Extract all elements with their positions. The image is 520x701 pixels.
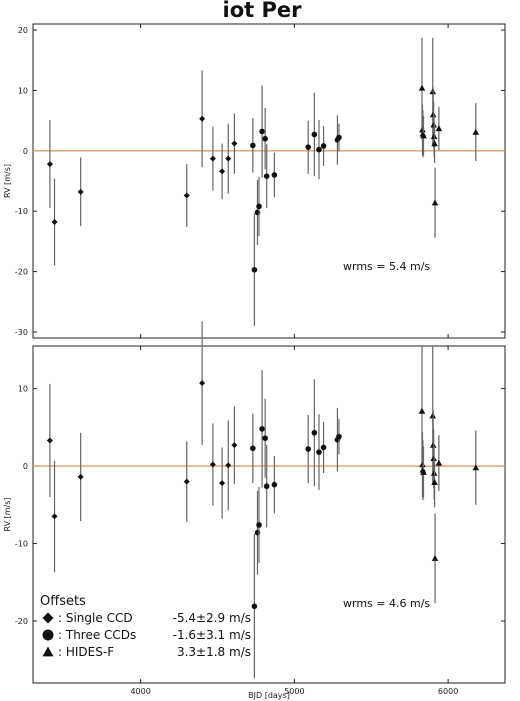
series-triangle bbox=[418, 37, 480, 238]
data-point-diamond bbox=[46, 437, 53, 444]
data-point-diamond bbox=[199, 115, 206, 122]
x-tick-label: 6000 bbox=[438, 687, 458, 696]
y-tick-label: -30 bbox=[15, 328, 28, 337]
data-point-triangle bbox=[431, 199, 439, 206]
data-point-circle bbox=[263, 483, 270, 490]
data-point-diamond bbox=[46, 161, 53, 168]
data-point-circle bbox=[311, 131, 318, 138]
y-tick-label: -20 bbox=[15, 617, 28, 626]
data-point-diamond bbox=[231, 442, 238, 449]
x-axis-label: BJD [days] bbox=[248, 691, 290, 700]
data-point-diamond bbox=[77, 188, 84, 195]
legend-label: : HIDES-F bbox=[58, 645, 114, 659]
series-diamond bbox=[46, 321, 238, 573]
data-point-circle bbox=[311, 429, 318, 436]
data-point-circle bbox=[251, 266, 258, 273]
data-point-diamond bbox=[225, 462, 232, 469]
data-point-circle bbox=[271, 481, 278, 488]
legend-label: : Single CCD bbox=[58, 611, 133, 625]
data-point-triangle bbox=[472, 464, 480, 471]
data-point-circle bbox=[271, 172, 278, 178]
legend-marker-triangle bbox=[42, 646, 54, 657]
data-point-triangle bbox=[420, 468, 427, 475]
data-point-circle bbox=[305, 446, 312, 452]
panel-top: 20 10 0 -10 -20 -30 RV [m/s] wrms = 5.4 m/s bbox=[3, 23, 506, 339]
legend-heading: Offsets bbox=[40, 594, 86, 609]
wrms-annotation: wrms = 4.6 m/s bbox=[343, 597, 430, 610]
data-point-circle bbox=[262, 135, 268, 142]
series-diamond bbox=[46, 70, 238, 266]
data-point-circle bbox=[259, 128, 265, 135]
panel-frame bbox=[32, 345, 506, 684]
data-point-circle bbox=[251, 603, 258, 610]
y-tick-label: 0 bbox=[23, 147, 28, 156]
y-tick-label: 10 bbox=[18, 385, 28, 394]
data-point-diamond bbox=[77, 473, 84, 480]
data-point-triangle bbox=[472, 128, 480, 135]
data-point-circle bbox=[250, 445, 256, 452]
data-point-triangle bbox=[420, 132, 427, 139]
data-point-triangle bbox=[431, 140, 438, 147]
legend-value: -1.6±3.1 m/s bbox=[173, 628, 251, 642]
data-point-circle bbox=[259, 426, 265, 432]
data-point-triangle bbox=[431, 554, 439, 561]
y-tick-label: 10 bbox=[18, 86, 28, 95]
data-point-circle bbox=[316, 449, 322, 455]
series-circle bbox=[250, 85, 342, 326]
data-point-diamond bbox=[219, 168, 226, 175]
data-point-diamond bbox=[209, 155, 216, 162]
data-point-circle bbox=[336, 134, 342, 141]
legend-marker-diamond bbox=[42, 612, 54, 624]
data-point-circle bbox=[316, 146, 322, 153]
data-point-circle bbox=[263, 173, 270, 179]
series-circle bbox=[250, 370, 342, 679]
data-point-circle bbox=[250, 142, 256, 149]
data-point-triangle bbox=[418, 84, 426, 91]
data-point-circle bbox=[256, 522, 262, 528]
data-point-triangle bbox=[431, 479, 438, 485]
data-point-diamond bbox=[183, 478, 190, 485]
y-tick-label: -10 bbox=[15, 540, 28, 549]
data-point-circle bbox=[336, 433, 342, 440]
data-point-circle bbox=[320, 143, 327, 149]
x-tick-label: 5000 bbox=[284, 687, 304, 696]
legend-marker-circle bbox=[42, 629, 54, 641]
data-point-diamond bbox=[51, 219, 58, 226]
data-point-diamond bbox=[183, 192, 190, 199]
data-point-triangle bbox=[435, 125, 443, 132]
plot-layer: 20 10 0 -10 -20 -30 RV [m/s] wrms = 5.4 m/s 10 0 -… bbox=[3, 23, 506, 700]
data-point-triangle bbox=[435, 459, 443, 466]
y-tick-label: -20 bbox=[15, 268, 28, 277]
data-point-diamond bbox=[219, 480, 226, 487]
chart-title: iot Per bbox=[223, 0, 303, 22]
legend: Offsets : Single CCD -5.4±2.9 m/s : Three C… bbox=[40, 594, 251, 659]
data-point-diamond bbox=[231, 140, 238, 147]
data-point-circle bbox=[320, 444, 327, 451]
y-axis-label: RV [m/s] bbox=[3, 164, 12, 198]
data-point-circle bbox=[305, 144, 312, 150]
data-point-diamond bbox=[51, 513, 58, 520]
panel-bottom: 10 0 -10 -20 4000 5000 6000 RV [m/s] wrms = 4.6 … bbox=[3, 321, 506, 696]
data-point-diamond bbox=[199, 380, 206, 387]
data-point-triangle bbox=[418, 407, 426, 414]
y-tick-label: 20 bbox=[18, 26, 28, 35]
legend-value: -5.4±2.9 m/s bbox=[173, 611, 251, 625]
legend-label: : Three CCDs bbox=[58, 628, 136, 642]
legend-value: 3.3±1.8 m/s bbox=[177, 645, 251, 659]
x-tick-label: 4000 bbox=[130, 687, 150, 696]
data-point-circle bbox=[256, 203, 262, 210]
y-tick-label: -10 bbox=[15, 207, 28, 216]
data-point-diamond bbox=[209, 461, 216, 468]
y-tick-label: 0 bbox=[23, 462, 28, 471]
data-point-circle bbox=[262, 435, 268, 441]
series-triangle bbox=[418, 346, 480, 604]
data-point-diamond bbox=[225, 155, 232, 162]
wrms-annotation: wrms = 5.4 m/s bbox=[343, 260, 430, 273]
panel-frame bbox=[32, 23, 506, 339]
y-axis-label: RV [m/s] bbox=[3, 497, 12, 531]
